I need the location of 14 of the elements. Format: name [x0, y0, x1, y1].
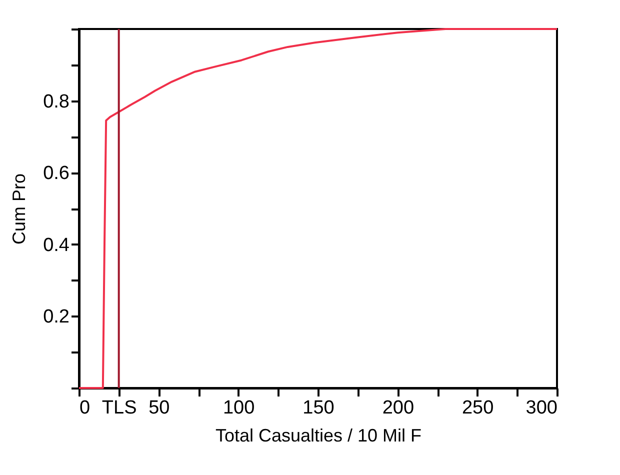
x-tick-label: 300	[526, 398, 558, 418]
y-axis-title: Cum Pro	[9, 173, 30, 245]
x-axis-title: Total Casualties / 10 Mil F	[215, 426, 422, 446]
x-tick-label: 250	[462, 398, 494, 418]
y-tick-label: 0.8	[43, 91, 70, 112]
x-tick-label: 100	[222, 398, 255, 418]
y-tick-label: 0.2	[43, 306, 70, 328]
x-tick-label: TLS	[102, 398, 137, 418]
x-tick-label: 50	[148, 398, 170, 418]
x-tick-label: 200	[382, 398, 414, 418]
y-tick-label: 0.4	[43, 234, 70, 256]
x-tick-label: 150	[302, 398, 334, 418]
x-tick-label: 0	[80, 398, 90, 418]
y-tick-label: 0.6	[43, 163, 70, 184]
